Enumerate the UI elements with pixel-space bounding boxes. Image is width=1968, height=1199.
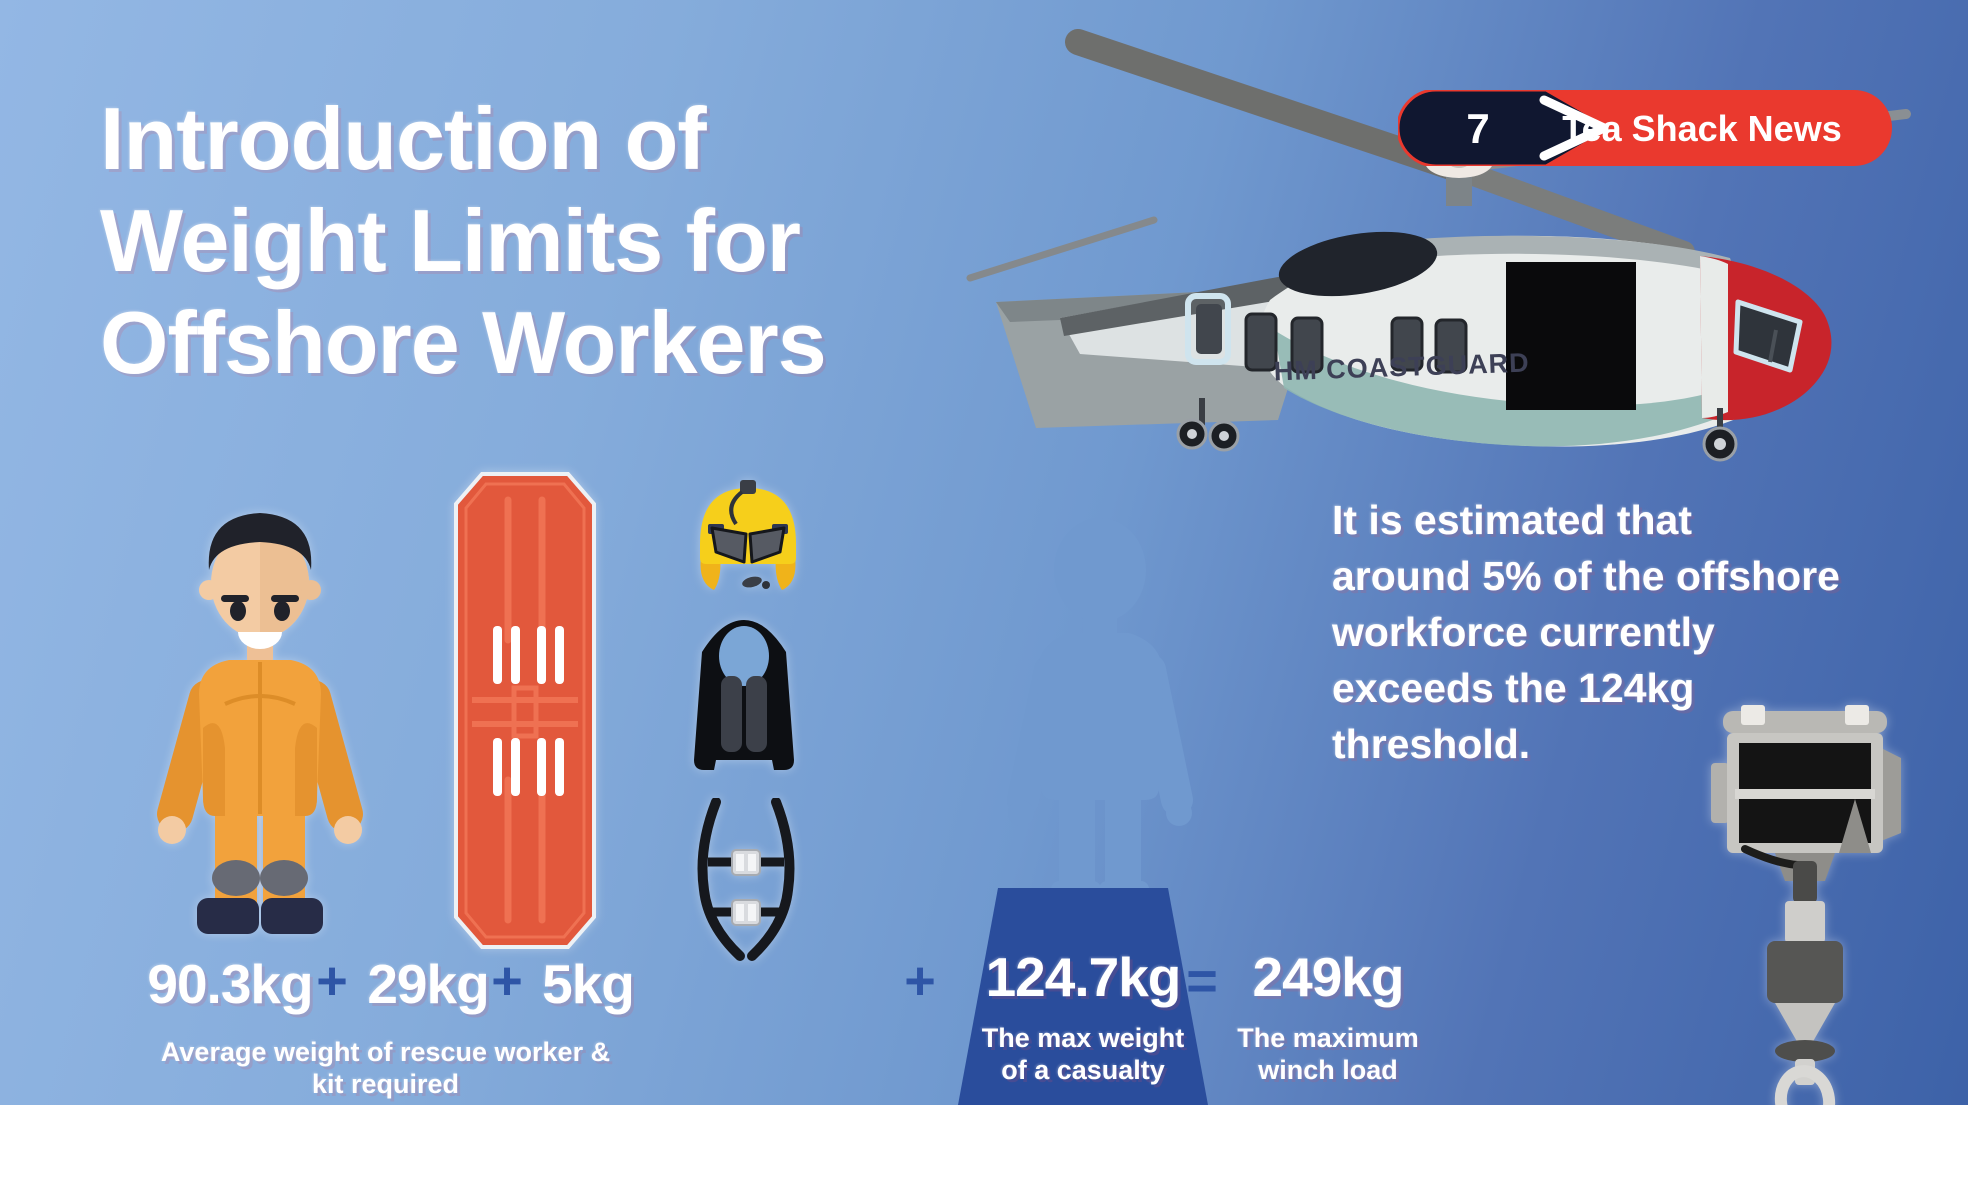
stretcher-illustration <box>454 472 596 949</box>
harness-illustration <box>697 798 795 961</box>
casualty-caption: The max weight of a casualty <box>958 1022 1208 1086</box>
plus-sign: + <box>316 951 348 1011</box>
equals-sign: = <box>1186 951 1218 1011</box>
background-gradient <box>0 0 1968 1105</box>
caption-line: The maximum <box>1237 1023 1419 1053</box>
callout-line: It is estimated that <box>1332 497 1692 543</box>
open-door <box>1506 262 1636 410</box>
helicopter-illustration: HM COASTGUARD <box>966 29 1911 462</box>
callout-line: exceeds the 124kg <box>1332 665 1695 711</box>
casualty-silhouette <box>1007 518 1193 897</box>
badge-number: 7 <box>1466 105 1489 152</box>
callout-line: threshold. <box>1332 721 1531 767</box>
life-vest-illustration <box>694 620 794 770</box>
worker-weight-value: 90.3kg <box>147 953 313 1015</box>
page-title: Introduction of Weight Limits for Offsho… <box>100 88 1060 394</box>
winch-illustration <box>1711 705 1901 1123</box>
plus-sign: + <box>491 951 523 1011</box>
winch-weight-value: 249kg <box>1252 946 1405 1008</box>
statistic-callout: It is estimated that around 5% of the of… <box>1332 492 1932 772</box>
chevron-right-icon <box>1539 95 1609 161</box>
winch-caption: The maximum winch load <box>1218 1022 1438 1086</box>
title-line: Weight Limits for <box>100 191 801 290</box>
callout-line: around 5% of the offshore <box>1332 553 1840 599</box>
stretcher-weight-value: 29kg <box>367 953 489 1015</box>
plus-sign: + <box>904 951 936 1011</box>
casualty-weight-value: 124.7kg <box>985 946 1182 1008</box>
caption-line: The max weight <box>981 1023 1185 1053</box>
fuselage: HM COASTGUARD <box>1176 231 1832 462</box>
news-badge: 7 Tea Shack News <box>1398 90 1892 166</box>
caption-line: of a casualty <box>1001 1055 1165 1085</box>
badge-label: Tea Shack News <box>1562 108 1841 149</box>
pedestal <box>958 888 1208 1105</box>
helmet-illustration <box>700 480 796 590</box>
title-line: Introduction of <box>100 89 707 188</box>
callout-line: workforce currently <box>1332 609 1715 655</box>
landing-gear-icon <box>1176 398 1738 462</box>
footer-strip <box>0 1105 1968 1199</box>
kit-weight-value: 5kg <box>542 953 635 1015</box>
kit-caption: Average weight of rescue worker & kit re… <box>160 1037 611 1099</box>
title-line: Offshore Workers <box>100 293 827 392</box>
caption-line: winch load <box>1258 1055 1398 1085</box>
rescue-worker-illustration <box>157 513 363 934</box>
